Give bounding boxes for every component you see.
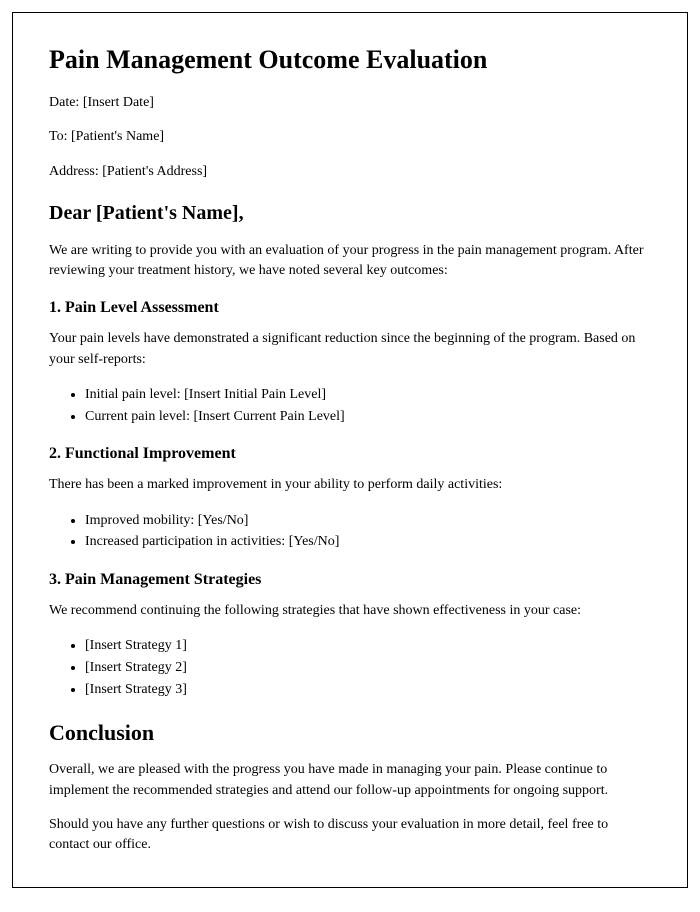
list-item: Improved mobility: [Yes/No] — [85, 510, 651, 532]
section-3-text: We recommend continuing the following st… — [49, 601, 651, 621]
salutation: Dear [Patient's Name], — [49, 202, 651, 225]
conclusion-p2: Should you have any further questions or… — [49, 815, 651, 856]
section-2-heading: 2. Functional Improvement — [49, 445, 651, 463]
list-item: Increased participation in activities: [… — [85, 531, 651, 553]
section-2-list: Improved mobility: [Yes/No] Increased pa… — [85, 510, 651, 553]
section-1-list: Initial pain level: [Insert Initial Pain… — [85, 384, 651, 427]
list-item: [Insert Strategy 2] — [85, 657, 651, 679]
meta-to: To: [Patient's Name] — [49, 127, 651, 147]
list-item: Current pain level: [Insert Current Pain… — [85, 406, 651, 428]
meta-address: Address: [Patient's Address] — [49, 162, 651, 182]
section-2-text: There has been a marked improvement in y… — [49, 475, 651, 495]
section-3-heading: 3. Pain Management Strategies — [49, 571, 651, 589]
section-3-list: [Insert Strategy 1] [Insert Strategy 2] … — [85, 635, 651, 700]
conclusion-p1: Overall, we are pleased with the progres… — [49, 760, 651, 801]
section-1-heading: 1. Pain Level Assessment — [49, 299, 651, 317]
conclusion-heading: Conclusion — [49, 720, 651, 746]
section-1-text: Your pain levels have demonstrated a sig… — [49, 329, 651, 370]
document-page: Pain Management Outcome Evaluation Date:… — [12, 12, 688, 888]
intro-paragraph: We are writing to provide you with an ev… — [49, 241, 651, 282]
list-item: [Insert Strategy 3] — [85, 679, 651, 701]
list-item: [Insert Strategy 1] — [85, 635, 651, 657]
page-title: Pain Management Outcome Evaluation — [49, 45, 651, 75]
meta-date: Date: [Insert Date] — [49, 93, 651, 113]
list-item: Initial pain level: [Insert Initial Pain… — [85, 384, 651, 406]
